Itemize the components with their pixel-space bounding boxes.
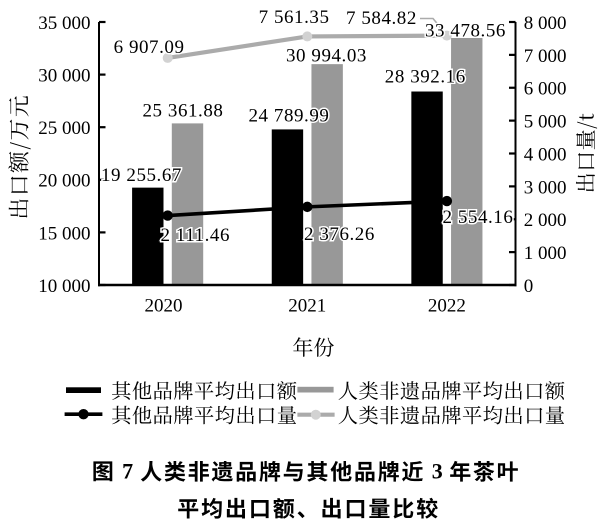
svg-text:2 111.46: 2 111.46	[161, 225, 231, 246]
svg-text:2 376.26: 2 376.26	[304, 224, 375, 245]
svg-text:2020: 2020	[145, 296, 183, 317]
svg-text:7 584.82: 7 584.82	[346, 8, 417, 29]
svg-text:5 000: 5 000	[524, 112, 567, 133]
svg-text:35 000: 35 000	[38, 13, 90, 34]
svg-text:30 000: 30 000	[38, 66, 90, 87]
svg-text:6 000: 6 000	[524, 79, 567, 100]
svg-text:7 561.35: 7 561.35	[259, 7, 330, 28]
svg-text:24 789.99: 24 789.99	[249, 106, 330, 127]
svg-text:2 000: 2 000	[524, 210, 567, 231]
svg-text:7: 7	[122, 459, 133, 484]
svg-text:6 907.09: 6 907.09	[114, 37, 185, 58]
svg-text:15 000: 15 000	[38, 223, 90, 244]
svg-text:2022: 2022	[428, 296, 466, 317]
svg-text:3: 3	[432, 459, 443, 484]
svg-text:4 000: 4 000	[524, 144, 567, 165]
svg-text:25 361.88: 25 361.88	[143, 101, 224, 122]
svg-text:19 255.67: 19 255.67	[101, 165, 182, 186]
svg-text:7 000: 7 000	[524, 46, 567, 67]
svg-text:20 000: 20 000	[38, 171, 90, 192]
svg-text:2 554.16: 2 554.16	[443, 207, 514, 228]
svg-text:28 392.16: 28 392.16	[385, 66, 466, 87]
svg-text:10 000: 10 000	[38, 276, 90, 297]
svg-text:25 000: 25 000	[38, 118, 90, 139]
svg-text:33 478.56: 33 478.56	[425, 20, 506, 41]
svg-text:1 000: 1 000	[524, 243, 567, 264]
svg-text:3 000: 3 000	[524, 177, 567, 198]
svg-text:2021: 2021	[288, 296, 326, 317]
svg-text:0: 0	[524, 276, 534, 297]
svg-text:30 994.03: 30 994.03	[286, 45, 367, 66]
svg-text:8 000: 8 000	[524, 13, 567, 34]
